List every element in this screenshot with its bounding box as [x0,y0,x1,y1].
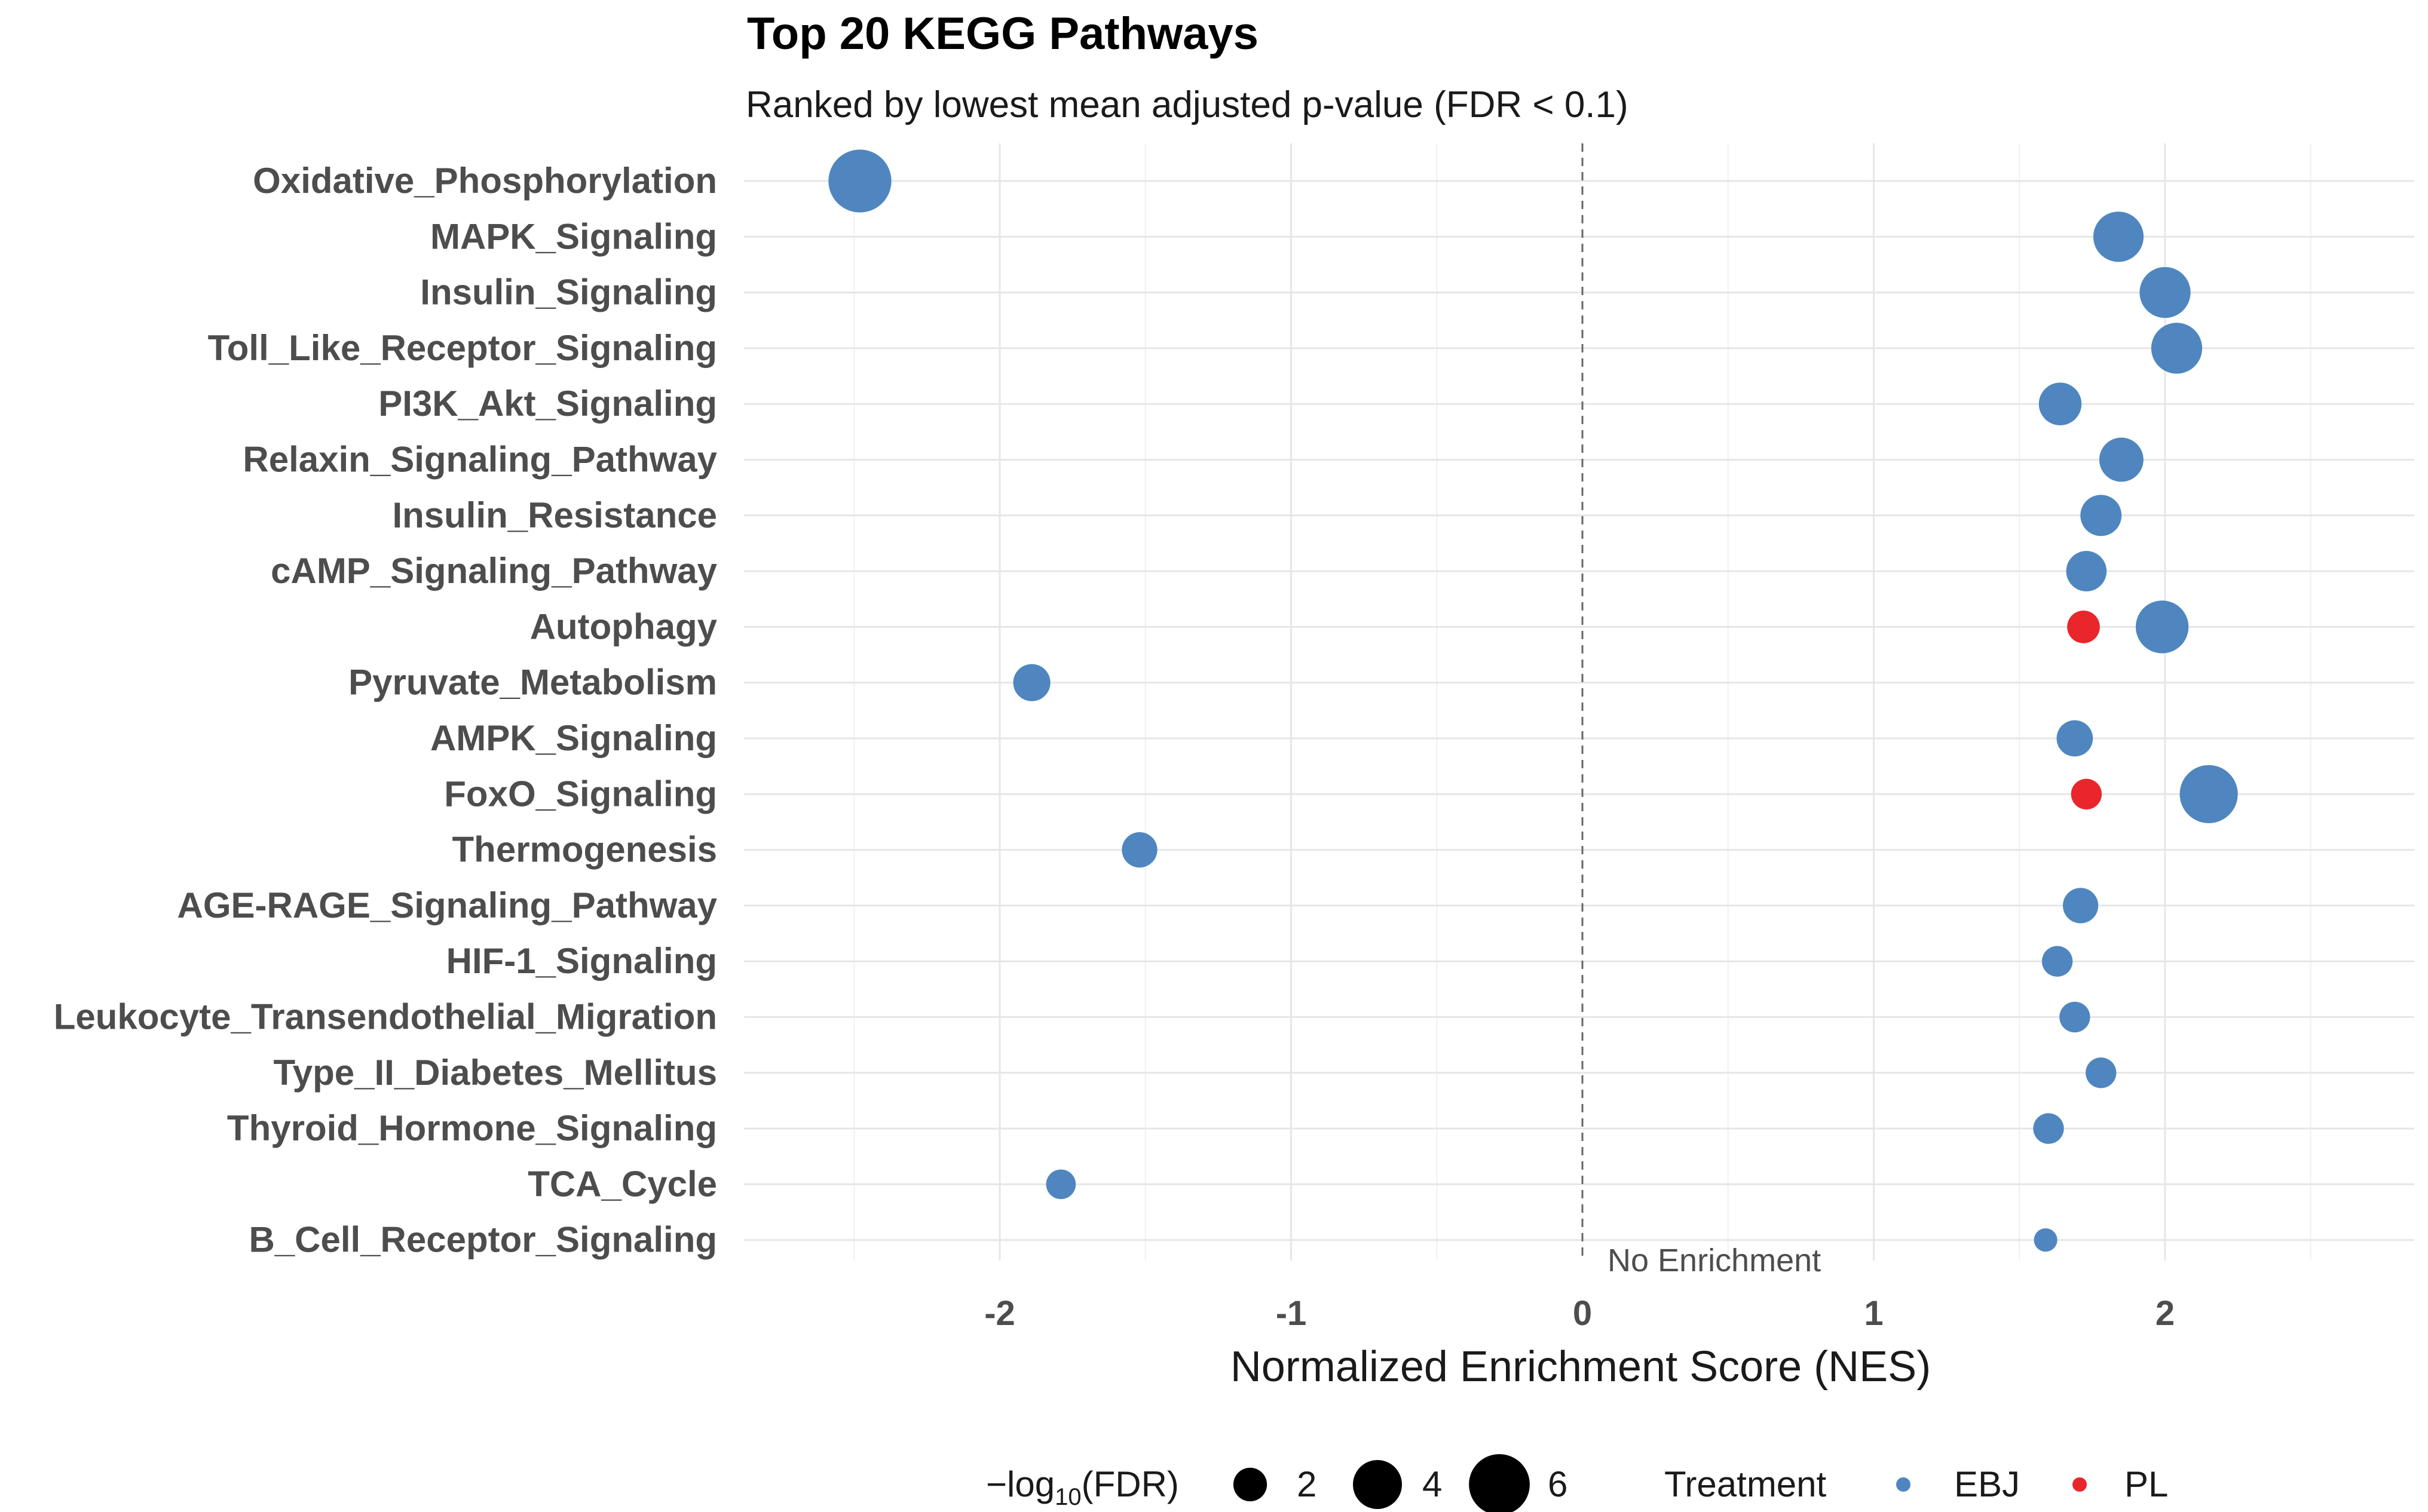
legend-size-key [1353,1460,1402,1509]
x-tick-label: 1 [1864,1294,1883,1333]
y-axis-label: AMPK_Signaling [430,718,717,758]
point-ebj [2135,600,2189,654]
y-axis-label: Insulin_Resistance [392,495,717,535]
point-ebj [2093,211,2144,262]
plot-grid [744,143,2414,1260]
y-axis-label: HIF-1_Signaling [446,941,717,981]
y-axis-label: Insulin_Signaling [420,272,717,312]
point-ebj [2179,765,2238,823]
y-axis-label: Type_II_Diabetes_Mellitus [274,1053,718,1093]
point-pl [2067,611,2100,643]
x-axis-ticks: -2 -1 0 1 2 [984,1294,2175,1333]
legend-size-title: −log10(FDR) [986,1464,1179,1510]
x-tick-label: 2 [2155,1294,2175,1333]
point-ebj [2056,720,2093,757]
point-ebj [2139,266,2191,318]
point-ebj [1013,664,1051,701]
y-axis-label: Autophagy [530,606,718,646]
point-ebj [2059,1001,2090,1033]
y-axis-label: Pyruvate_Metabolism [348,663,717,703]
y-axis-label: cAMP_Signaling_Pathway [271,551,717,591]
point-ebj [2038,382,2082,425]
point-ebj [1122,832,1158,868]
point-ebj [1046,1169,1076,1200]
legend: −log10(FDR) 2 4 6 Treatment EBJ PL [986,1454,2168,1512]
x-tick-label: 0 [1573,1294,1592,1333]
y-axis-label: PI3K_Akt_Signaling [378,384,717,424]
legend-size-label: 4 [1422,1464,1442,1504]
point-ebj [2099,437,2144,482]
point-ebj [828,149,892,213]
y-axis-label: Toll_Like_Receptor_Signaling [208,328,717,368]
legend-color-key-pl [2072,1477,2087,1492]
legend-color-label: EBJ [1954,1464,2020,1504]
point-ebj [2151,323,2203,374]
point-ebj [2066,551,2107,591]
no-enrichment-label: No Enrichment [1608,1243,1821,1278]
y-axis-label: B_Cell_Receptor_Signaling [249,1220,717,1260]
y-axis-label: TCA_Cycle [528,1164,717,1204]
x-tick-label: -1 [1276,1294,1307,1333]
x-axis-title: Normalized Enrichment Score (NES) [1230,1343,1931,1391]
x-tick-label: -2 [984,1294,1015,1333]
point-ebj [2080,495,2122,536]
legend-size-label: 6 [1548,1464,1567,1504]
y-axis-label: FoxO_Signaling [444,774,717,814]
y-axis-label: Relaxin_Signaling_Pathway [243,440,717,480]
data-points [828,149,2238,1252]
y-axis-label: MAPK_Signaling [430,216,717,256]
point-pl [2071,778,2102,809]
chart-title: Top 20 KEGG Pathways [747,8,1259,59]
point-ebj [2034,1228,2057,1252]
y-axis-labels: Oxidative_Phosphorylation MAPK_Signaling I… [54,161,718,1260]
point-ebj [2086,1057,2117,1088]
y-axis-label: AGE-RAGE_Signaling_Pathway [177,885,717,925]
legend-size-key [1469,1454,1530,1512]
legend-color-title: Treatment [1664,1464,1827,1504]
y-axis-label: Leukocyte_Transendothelial_Migration [54,997,717,1037]
chart-subtitle: Ranked by lowest mean adjusted p-value (… [746,84,1628,125]
y-axis-label: Oxidative_Phosphorylation [253,161,717,201]
y-axis-label: Thermogenesis [452,830,717,870]
point-ebj [2033,1113,2064,1144]
point-ebj [2062,888,2099,924]
y-axis-label: Thyroid_Hormone_Signaling [227,1108,717,1148]
legend-color-key-ebj [1896,1477,1910,1492]
legend-size-label: 2 [1297,1464,1316,1504]
point-ebj [2041,946,2073,977]
legend-color-label: PL [2124,1464,2168,1504]
legend-size-key [1233,1467,1267,1502]
